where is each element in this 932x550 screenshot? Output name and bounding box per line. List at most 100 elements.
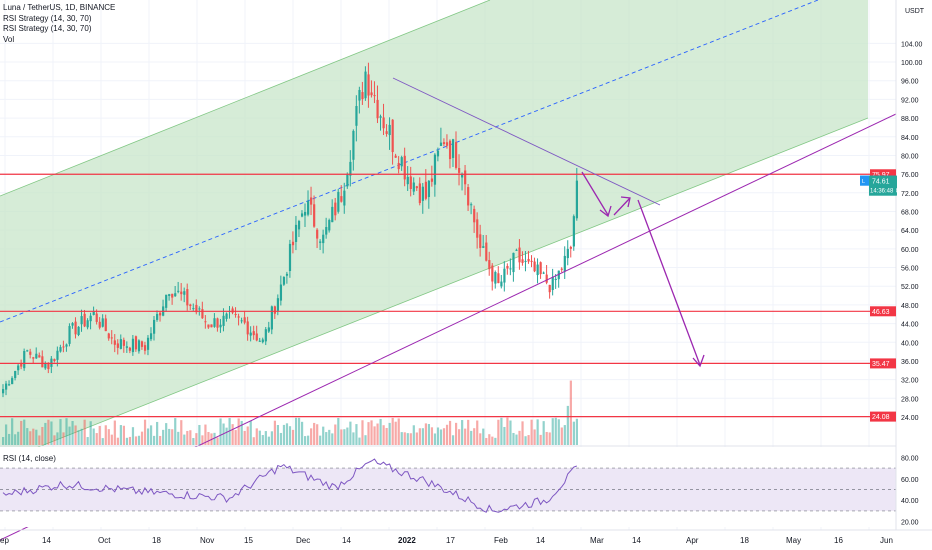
candle-body — [249, 332, 252, 336]
volume-bar — [165, 423, 168, 445]
volume-bar — [143, 419, 147, 445]
candle-body — [346, 174, 349, 187]
volume-bar — [26, 428, 29, 445]
candle-body — [156, 313, 159, 320]
candle-body — [530, 260, 533, 262]
candle-body — [409, 176, 412, 189]
candle-body — [77, 326, 80, 336]
volume-bar — [252, 437, 255, 445]
candle-body — [44, 363, 47, 369]
candle-body — [146, 337, 150, 350]
indicator-label-2[interactable]: RSI Strategy (14, 30, 70) — [3, 24, 92, 33]
candle-body — [159, 312, 162, 316]
price-tick-label: 52.00 — [901, 284, 919, 291]
projection-arrow-2 — [613, 197, 631, 216]
volume-bar — [397, 418, 400, 445]
volume-bar — [388, 422, 391, 445]
volume-bar — [47, 419, 50, 445]
time-tick-label: Feb — [494, 536, 508, 545]
volume-bar — [451, 435, 455, 445]
candle-body — [358, 90, 361, 101]
time-tick-label: 15 — [244, 536, 253, 545]
candlesticks — [2, 62, 578, 398]
time-tick-label: 2022 — [398, 536, 416, 545]
candle-body — [500, 281, 503, 287]
volume-bar — [527, 435, 530, 445]
volume-bar — [352, 432, 355, 445]
candle-body — [316, 229, 319, 239]
volume-bar — [255, 428, 258, 445]
candle-body — [394, 155, 397, 158]
volume-bar — [557, 419, 560, 445]
candle-body — [575, 180, 578, 219]
volume-bar — [364, 435, 367, 445]
time-tick-label: Oct — [98, 536, 111, 545]
candle-body — [322, 234, 325, 244]
volume-bar — [379, 418, 382, 445]
time-tick-label: 16 — [834, 536, 843, 545]
volume-bar — [542, 421, 545, 445]
volume-bar — [198, 424, 201, 445]
volume-bar — [548, 432, 551, 445]
candle-body — [536, 264, 539, 276]
price-axis[interactable]: USDT 104.00 100.00 96.00 92.00 88.00 84.00 80.0… — [901, 8, 925, 422]
volume-bar — [261, 435, 264, 445]
rsi-indicator-label[interactable]: RSI (14, close) — [3, 454, 56, 463]
symbol-title[interactable]: Luna / TetherUS, 1D, BINANCE — [3, 3, 116, 12]
volume-bar — [276, 425, 280, 445]
rsi-axis[interactable]: 80.00 60.00 40.00 20.00 — [901, 455, 919, 526]
volume-bar — [14, 434, 17, 445]
time-axis[interactable]: ep 14 Oct 18 Nov 15 Dec 14 2022 17 Feb 14 Mar 14 Apr 18… — [0, 536, 893, 545]
candle-body — [388, 124, 391, 136]
volume-bar — [240, 420, 243, 445]
indicator-label-1[interactable]: RSI Strategy (14, 30, 70) — [3, 13, 92, 23]
volume-bar — [304, 436, 307, 445]
candle-body — [140, 341, 144, 347]
volume-bar — [267, 436, 270, 445]
candle-body — [524, 260, 527, 262]
volume-bar — [560, 427, 563, 445]
candle-body — [569, 246, 572, 249]
candle-body — [95, 313, 98, 322]
candle-body — [231, 308, 234, 313]
volume-indicator-label[interactable]: Vol — [3, 34, 15, 44]
candle-body — [397, 162, 400, 170]
volume-bar — [192, 438, 195, 445]
volume-bar — [116, 437, 119, 445]
support-1-price-label-box — [870, 306, 896, 317]
candle-body — [349, 161, 352, 176]
volume-bar — [343, 429, 346, 445]
volume-bar — [307, 435, 310, 445]
candle-body — [207, 324, 210, 328]
volume-bar — [497, 419, 500, 445]
candle-body — [80, 316, 83, 325]
symbol-tag-box — [860, 175, 869, 186]
price-tick-label: 96.00 — [901, 79, 919, 86]
candle-body — [518, 247, 521, 263]
candle-body — [379, 116, 382, 118]
volume-bar — [101, 438, 104, 445]
candle-body — [128, 347, 132, 351]
volume-bar — [156, 421, 159, 445]
candle-body — [86, 320, 89, 328]
volume-bar — [153, 435, 156, 445]
volume-bar — [234, 430, 237, 445]
candle-body — [29, 351, 32, 355]
volume-bar — [186, 430, 189, 445]
support-3-price-label-box — [870, 411, 896, 422]
volume-bar — [270, 431, 273, 445]
time-tick-label: 14 — [632, 536, 641, 545]
currency-label: USDT — [905, 8, 925, 15]
candle-body — [17, 365, 20, 371]
volume-bar — [140, 431, 144, 445]
volume-bar — [424, 423, 427, 445]
volume-bar — [80, 428, 83, 445]
candle-body — [74, 321, 77, 335]
volume-bar — [322, 426, 325, 445]
candle-body — [171, 293, 174, 298]
candle-body — [113, 340, 116, 345]
volume-bar — [219, 418, 222, 445]
candle-body — [59, 347, 62, 352]
price-tick-label: 72.00 — [901, 191, 919, 198]
